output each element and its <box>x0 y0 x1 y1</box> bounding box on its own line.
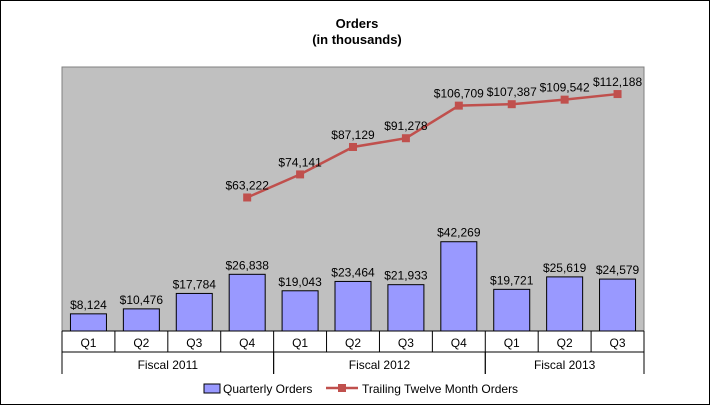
line-point <box>507 100 516 109</box>
bar-value-label: $21,933 <box>384 269 428 283</box>
bar-value-label: $26,838 <box>225 258 269 272</box>
group-label: Fiscal 2013 <box>534 358 596 372</box>
line-value-label: $63,222 <box>225 178 269 192</box>
tick-label: Q2 <box>133 336 149 350</box>
line-point <box>454 101 463 110</box>
bar-value-label: $8,124 <box>70 298 107 312</box>
bar <box>440 241 478 332</box>
tick-label: Q2 <box>557 336 573 350</box>
line-point <box>243 193 252 202</box>
tick-label: Q3 <box>398 336 414 350</box>
data-labels: $8,124 $10,476 $17,784 $26,838 $19,043 $23,46… <box>70 75 642 312</box>
bar-value-label: $19,043 <box>278 275 322 289</box>
line-point <box>349 142 357 151</box>
line-value-label: $109,542 <box>540 81 590 95</box>
legend-label-trailing: Trailing Twelve Month Orders <box>362 382 518 396</box>
bar-value-label: $10,476 <box>120 293 164 307</box>
chart-subtitle: (in thousands) <box>312 32 402 47</box>
bar-value-label: $23,464 <box>331 265 375 279</box>
tick-label: Q3 <box>610 336 626 350</box>
group-label: Fiscal 2011 <box>138 358 199 372</box>
tick-label: Q1 <box>80 336 96 350</box>
line-value-label: $91,278 <box>384 119 428 133</box>
line-series <box>243 90 622 202</box>
bar <box>599 278 637 332</box>
legend: Quarterly Orders Trailing Twelve Month Or… <box>203 382 518 396</box>
line-value-label: $112,188 <box>593 75 642 89</box>
tick-label: Q1 <box>504 336 520 350</box>
line-value-label: $106,709 <box>434 87 484 101</box>
trailing-line <box>246 92 618 199</box>
tick-label: Q1 <box>292 336 308 350</box>
chart-title: Orders <box>336 16 379 31</box>
line-point <box>560 95 569 104</box>
bar-value-label: $19,721 <box>490 273 534 287</box>
bar <box>493 288 531 332</box>
x-axis: Q1 Q2 Q3 Q4 Q1 Q2 Q3 Q4 Q1 Q2 Q3 Fiscal 2011 Fiscal … <box>61 330 645 374</box>
bar-value-label: $25,619 <box>543 261 587 275</box>
tick-label: Q4 <box>239 336 255 350</box>
bar <box>228 273 266 332</box>
bar <box>122 308 160 332</box>
tick-label: Q4 <box>451 336 467 350</box>
tick-label: Q3 <box>186 336 202 350</box>
legend-label-quarterly: Quarterly Orders <box>223 382 312 396</box>
line-point <box>401 134 410 143</box>
line-value-label: $74,141 <box>278 155 322 169</box>
line-point <box>296 170 305 179</box>
bar-series <box>69 241 637 332</box>
bar-value-label: $42,269 <box>437 226 481 240</box>
bar <box>546 276 584 332</box>
bar <box>387 284 425 332</box>
line-value-label: $107,387 <box>487 85 537 99</box>
bar <box>69 313 107 332</box>
bar <box>334 280 372 332</box>
tick-label: Q2 <box>345 336 361 350</box>
bar <box>175 292 213 332</box>
legend-marker-trailing <box>338 384 346 392</box>
legend-swatch-quarterly <box>203 383 221 394</box>
line-value-label: $87,129 <box>331 128 375 142</box>
group-label: Fiscal 2012 <box>349 358 411 372</box>
bar-value-label: $24,579 <box>596 263 640 277</box>
line-point <box>613 90 622 99</box>
bar <box>281 290 319 332</box>
bar-value-label: $17,784 <box>173 277 217 291</box>
